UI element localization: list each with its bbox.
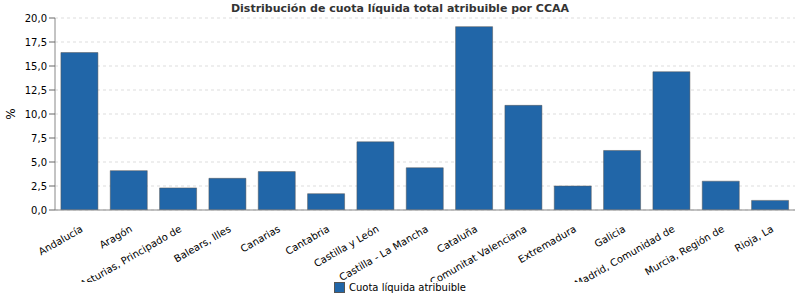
svg-text:Cataluña: Cataluña (435, 223, 479, 255)
svg-text:Cantabria: Cantabria (283, 223, 332, 258)
svg-text:%: % (8, 108, 18, 119)
svg-text:Rioja, La: Rioja, La (733, 223, 776, 254)
svg-text:15,0: 15,0 (25, 61, 47, 72)
svg-text:10,0: 10,0 (25, 109, 47, 120)
svg-text:17,5: 17,5 (25, 37, 47, 48)
svg-text:Canarias: Canarias (239, 223, 282, 254)
html-text:Cuota líquida atribuible: Cuota líquida atribuible (349, 282, 466, 293)
svg-text:Madrid, Comunidad de: Madrid, Comunidad de (573, 223, 677, 282)
svg-text:Comunitat Valenciana: Comunitat Valenciana (428, 223, 529, 282)
svg-text:12,5: 12,5 (25, 85, 47, 96)
svg-text:Extremadura: Extremadura (516, 223, 578, 265)
svg-text:20,0: 20,0 (25, 13, 47, 24)
svg-text:Balears, Illes: Balears, Illes (172, 223, 233, 264)
svg-text:0,0: 0,0 (31, 205, 47, 216)
svg-text:Castilla - La Mancha: Castilla - La Mancha (337, 223, 430, 282)
svg-text:Galicia: Galicia (593, 223, 628, 249)
svg-text:Andalucía: Andalucía (37, 223, 85, 257)
svg-text:7,5: 7,5 (31, 133, 47, 144)
svg-text:Castilla y León: Castilla y León (312, 223, 381, 270)
svg-text:Asturias, Principado de: Asturias, Principado de (78, 223, 183, 282)
svg-text:Aragón: Aragón (97, 223, 134, 250)
svg-text:Murcia, Región de: Murcia, Región de (643, 223, 726, 277)
svg-text:2,5: 2,5 (31, 181, 47, 192)
html-text:Distribución de cuota líquida: Distribución de cuota líquida total atri… (231, 2, 569, 15)
svg-text:5,0: 5,0 (31, 157, 47, 168)
